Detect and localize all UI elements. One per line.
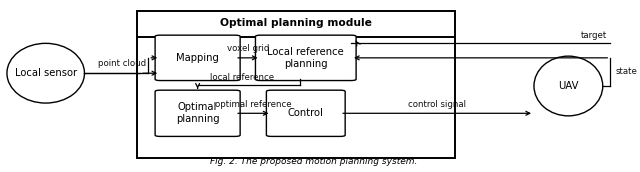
Text: target: target [581, 31, 607, 40]
Text: voxel grid: voxel grid [227, 44, 269, 53]
Text: control signal: control signal [408, 100, 466, 109]
Text: Local sensor: Local sensor [15, 68, 77, 78]
Text: UAV: UAV [558, 81, 579, 91]
Text: Fig. 2. The proposed motion planning system.: Fig. 2. The proposed motion planning sys… [209, 157, 417, 166]
Text: state: state [615, 67, 637, 76]
FancyBboxPatch shape [266, 90, 345, 136]
Text: optimal reference: optimal reference [215, 100, 292, 109]
Text: local reference: local reference [211, 73, 275, 82]
Bar [137, 11, 454, 158]
Text: Control: Control [288, 108, 324, 118]
Text: Mapping: Mapping [176, 53, 219, 63]
Text: Local reference
planning: Local reference planning [268, 47, 344, 69]
FancyBboxPatch shape [155, 90, 240, 136]
FancyBboxPatch shape [255, 35, 356, 80]
Ellipse shape [534, 56, 603, 116]
Text: point cloud: point cloud [98, 59, 147, 68]
FancyBboxPatch shape [155, 35, 240, 80]
Text: Optimal planning module: Optimal planning module [220, 18, 372, 28]
Text: Optimal
planning: Optimal planning [176, 102, 220, 125]
Ellipse shape [7, 43, 84, 103]
